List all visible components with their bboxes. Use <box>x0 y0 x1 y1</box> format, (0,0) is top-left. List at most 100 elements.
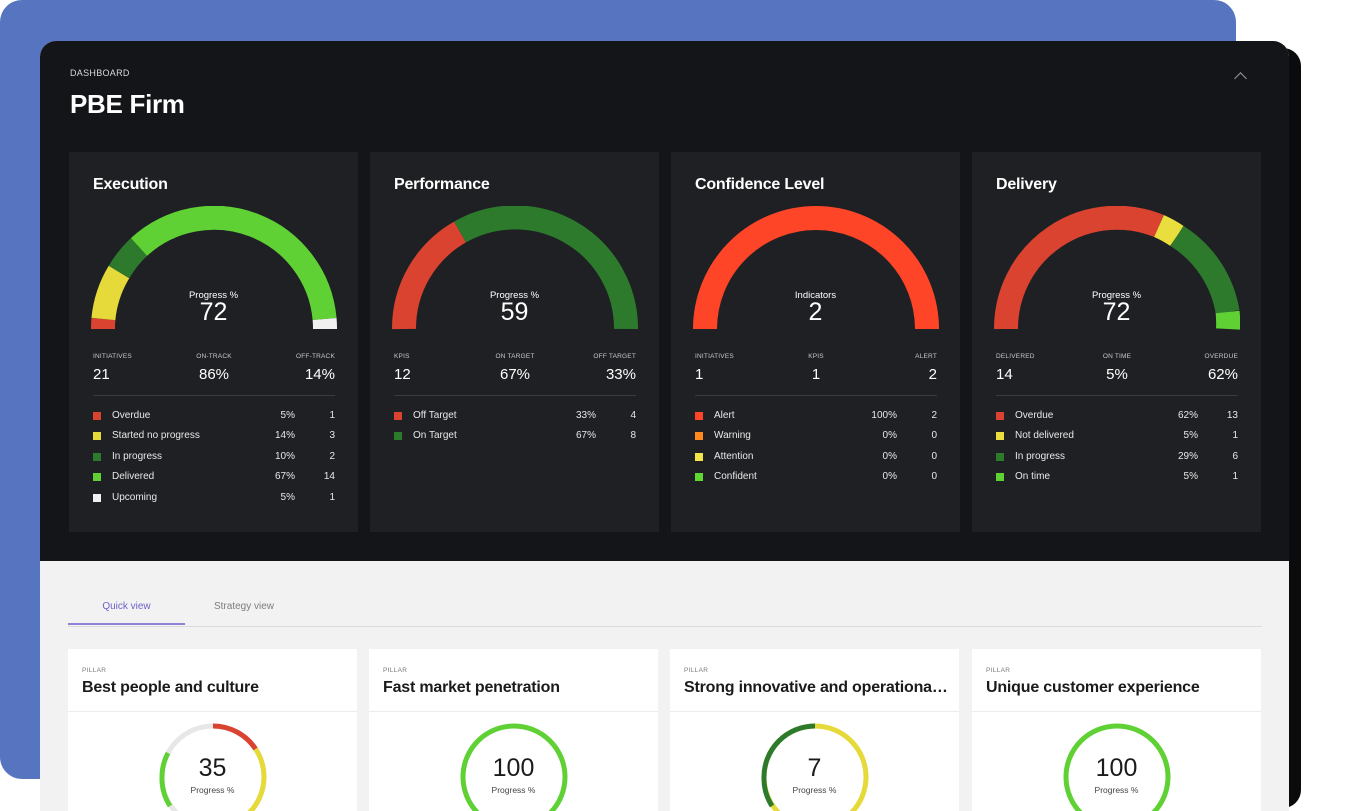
breadcrumb[interactable]: DASHBOARD <box>70 68 130 78</box>
stat-label: ALERT <box>915 353 937 360</box>
legend-percent: 5% <box>281 410 295 421</box>
stat-value: 62% <box>1204 366 1238 383</box>
gauge-seg-not-delivered <box>1159 226 1177 236</box>
pillar-label: Progress % <box>972 785 1261 795</box>
pillar-title: Unique customer experience <box>986 679 1251 697</box>
legend-count: 0 <box>931 430 937 441</box>
legend-name: Alert <box>714 410 735 421</box>
stat-label: OFF TARGET <box>593 353 636 360</box>
pillar-card-strong-innovative[interactable]: PILLAR Strong innovative and operational… <box>670 649 959 811</box>
legend-name: Off Target <box>413 410 457 421</box>
legend-name: Started no progress <box>112 430 200 441</box>
legend-count: 13 <box>1227 410 1238 421</box>
legend-count: 4 <box>630 410 636 421</box>
card-title: Confidence Level <box>695 176 824 194</box>
legend-swatch <box>695 473 703 481</box>
pillar-card-unique-customer[interactable]: PILLAR Unique customer experience 100 Pr… <box>972 649 1261 811</box>
pillar-card-fast-market[interactable]: PILLAR Fast market penetration 100 Progr… <box>369 649 658 811</box>
stat-value: 2 <box>915 366 937 383</box>
stat-off-target: OFF TARGET 33% <box>593 353 636 383</box>
pillar-card-best-people[interactable]: PILLAR Best people and culture 35 Progre… <box>68 649 357 811</box>
legend-item: Upcoming 5% 1 <box>93 492 335 512</box>
tab-quick-view[interactable]: Quick view <box>68 596 185 625</box>
confidence-level-card[interactable]: Confidence Level Indicators 2 INITIATIVE… <box>671 152 960 532</box>
stat-value: 21 <box>93 366 132 383</box>
legend-name: Delivered <box>112 471 154 482</box>
pillar-title: Best people and culture <box>82 679 347 697</box>
stat-label: KPIS <box>394 353 411 360</box>
legend-count: 14 <box>324 471 335 482</box>
legend-swatch <box>996 432 1004 440</box>
divider <box>695 395 937 396</box>
divider <box>670 711 959 712</box>
legend-swatch <box>93 412 101 420</box>
stat-value: 12 <box>394 366 411 383</box>
legend-swatch <box>996 453 1004 461</box>
legend-count: 2 <box>329 451 335 462</box>
stat-label: OVERDUE <box>1204 353 1238 360</box>
divider <box>394 395 636 396</box>
legend-name: Upcoming <box>112 492 157 503</box>
legend-name: Warning <box>714 430 751 441</box>
legend-name: On Target <box>413 430 457 441</box>
legend-count: 1 <box>329 492 335 503</box>
legend-swatch <box>394 432 402 440</box>
legend-count: 2 <box>931 410 937 421</box>
pillar-caption: PILLAR <box>986 667 1010 674</box>
legend-name: In progress <box>1015 451 1065 462</box>
legend-percent: 5% <box>1184 471 1198 482</box>
dashboard-header-section: DASHBOARD PBE Firm Execution Progress % … <box>40 41 1289 561</box>
gauge-value: 2 <box>671 298 960 327</box>
legend-name: Confident <box>714 471 757 482</box>
gauge-value: 72 <box>972 298 1261 327</box>
legend-percent: 33% <box>576 410 596 421</box>
legend-percent: 67% <box>275 471 295 482</box>
pillar-title: Fast market penetration <box>383 679 648 697</box>
dashboard-window: DASHBOARD PBE Firm Execution Progress % … <box>40 41 1289 811</box>
pillar-caption: PILLAR <box>383 667 407 674</box>
legend-count: 8 <box>630 430 636 441</box>
legend-swatch <box>93 453 101 461</box>
legend-name: Attention <box>714 451 753 462</box>
stat-value: 33% <box>593 366 636 383</box>
legend-name: In progress <box>112 451 162 462</box>
stat-value: 1 <box>808 366 824 383</box>
gauge-value: 59 <box>370 298 659 327</box>
stat-label: ON TARGET <box>495 353 534 360</box>
legend-swatch <box>93 473 101 481</box>
legend-percent: 62% <box>1178 410 1198 421</box>
legend-swatch <box>93 494 101 502</box>
legend-percent: 5% <box>281 492 295 503</box>
stat-alert: ALERT 2 <box>915 353 937 383</box>
pillar-value: 35 <box>68 754 357 783</box>
legend-percent: 10% <box>275 451 295 462</box>
stat-value: 1 <box>695 366 734 383</box>
pillar-label: Progress % <box>369 785 658 795</box>
card-title: Execution <box>93 176 168 194</box>
legend-swatch <box>93 432 101 440</box>
stat-kpis: KPIS 12 <box>394 353 411 383</box>
tab-strategy-view[interactable]: Strategy view <box>199 596 289 625</box>
legend-count: 3 <box>329 430 335 441</box>
stat-value: 5% <box>1103 366 1131 383</box>
collapse-chevron-up-icon[interactable] <box>1234 72 1247 85</box>
stat-label: KPIS <box>808 353 824 360</box>
